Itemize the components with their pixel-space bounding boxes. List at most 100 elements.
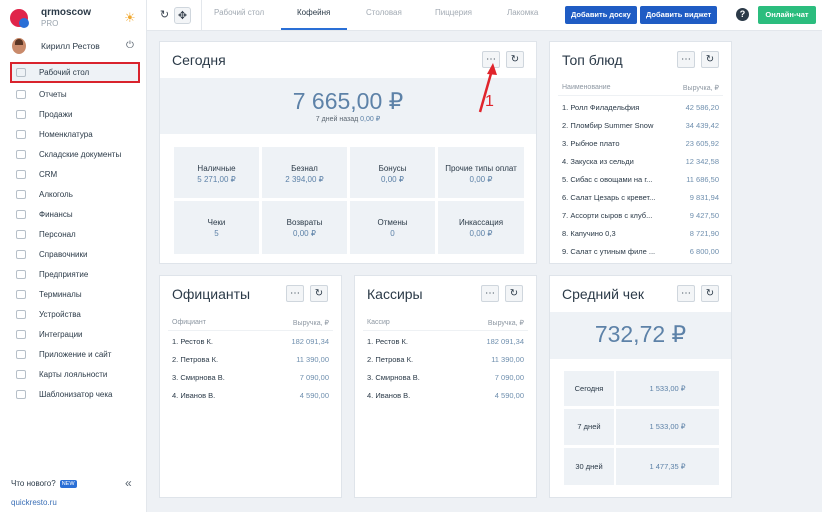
enterprise-icon: [16, 269, 26, 279]
widget-title: Средний чек: [562, 286, 645, 302]
dish-name: 7. Ассорти сыров с клуб...: [562, 211, 653, 220]
waiter-revenue: 11 390,00: [296, 355, 329, 364]
sidebar-item-terminals[interactable]: Терминалы: [10, 284, 140, 304]
average-check-widget: Средний чек ⋯ ↻ 732,72 ₽ Сегодня 1 533,0…: [549, 275, 732, 498]
devices-icon: [16, 309, 26, 319]
sidebar-item-devices[interactable]: Устройства: [10, 304, 140, 324]
add-board-button[interactable]: Добавить доску: [565, 6, 637, 24]
tab-pizzeria[interactable]: Пиццерия: [435, 8, 472, 17]
sidebar-item-crm[interactable]: CRM: [10, 164, 140, 184]
divider: [558, 95, 723, 96]
stat-label: Безнал: [291, 164, 318, 173]
user-name: Кирилл Рестов: [41, 41, 100, 51]
stat-value: 5 271,00 ₽: [197, 175, 236, 184]
waiter-revenue: 4 590,00: [299, 391, 329, 400]
cashiers-widget: Кассиры ⋯ ↻ Кассир Выручка, ₽ 1. Рестов …: [354, 275, 537, 498]
waiter-revenue: 7 090,00: [299, 373, 329, 382]
column-header-name: Наименование: [562, 84, 611, 91]
sidebar-item-desktop[interactable]: Рабочий стол: [10, 62, 140, 83]
tab-lakomka[interactable]: Лакомка: [507, 8, 539, 17]
dish-name: 9. Салат с утиным филе ...: [562, 247, 656, 256]
user-profile[interactable]: Кирилл Рестов ⏻: [10, 38, 140, 56]
sidebar-item-label: Отчеты: [39, 89, 67, 99]
sidebar-item-integrations[interactable]: Интеграции: [10, 324, 140, 344]
sidebar-item-label: Терминалы: [39, 289, 82, 299]
more-icon[interactable]: ⋯: [481, 285, 499, 302]
tab-desktop[interactable]: Рабочий стол: [214, 8, 265, 17]
sidebar-item-loyalty-cards[interactable]: Карты лояльности: [10, 364, 140, 384]
alcohol-icon: [16, 189, 26, 199]
warehouse-icon: [16, 149, 26, 159]
sidebar-item-label: CRM: [39, 169, 58, 179]
sidebar-item-warehouse-docs[interactable]: Складские документы: [10, 144, 140, 164]
sidebar-item-sales[interactable]: Продажи: [10, 104, 140, 124]
period-label: 7 дней: [564, 409, 614, 445]
annotation-arrow-icon: [478, 63, 497, 113]
sidebar-item-app-site[interactable]: Приложение и сайт: [10, 344, 140, 364]
stat-value: 0,00 ₽: [381, 175, 404, 184]
compare-value: 0,00 ₽: [360, 116, 381, 123]
cashier-name: 1. Рестов К.: [367, 337, 408, 346]
tab-canteen[interactable]: Столовая: [366, 8, 402, 17]
dish-revenue: 42 586,20: [685, 103, 719, 112]
stat-value: 5: [214, 229, 219, 238]
sun-icon[interactable]: ☀: [124, 10, 136, 25]
stat-other-payments: Прочие типы оплат 0,00 ₽: [438, 147, 524, 198]
sidebar-item-label: Рабочий стол: [39, 68, 90, 77]
sidebar-item-label: Предприятие: [39, 269, 89, 279]
stat-checks: Чеки 5: [174, 201, 259, 254]
waiter-revenue: 182 091,34: [291, 337, 329, 346]
help-icon[interactable]: ?: [736, 8, 749, 21]
move-icon[interactable]: ✥: [174, 7, 191, 24]
column-header-name: Кассир: [367, 319, 390, 326]
tab-coffee-shop[interactable]: Кофейня: [297, 8, 331, 17]
sidebar-item-label: Алкоголь: [39, 189, 73, 199]
today-summary: 7 665,00 ₽ 7 дней назад 0,00 ₽: [160, 78, 536, 134]
more-icon[interactable]: ⋯: [286, 285, 304, 302]
sidebar-item-receipt-templates[interactable]: Шаблонизатор чека: [10, 384, 140, 404]
sidebar-item-reports[interactable]: Отчеты: [10, 84, 140, 104]
sidebar-item-enterprise[interactable]: Предприятие: [10, 264, 140, 284]
logout-power-icon[interactable]: ⏻: [126, 40, 134, 51]
sidebar-item-nomenclature[interactable]: Номенклатура: [10, 124, 140, 144]
sidebar-item-directories[interactable]: Справочники: [10, 244, 140, 264]
more-icon[interactable]: ⋯: [677, 51, 695, 68]
refresh-icon[interactable]: ↻: [310, 285, 328, 302]
refresh-icon[interactable]: ↻: [701, 285, 719, 302]
stat-value: 2 394,00 ₽: [285, 175, 324, 184]
more-icon[interactable]: ⋯: [677, 285, 695, 302]
sidebar-item-alcohol[interactable]: Алкоголь: [10, 184, 140, 204]
average-check-summary: 732,72 ₽: [550, 312, 731, 359]
avatar: [12, 38, 26, 54]
collapse-sidebar-icon[interactable]: «: [125, 476, 132, 490]
online-chat-button[interactable]: Онлайн-чат: [758, 6, 816, 24]
cashier-revenue: 11 390,00: [491, 355, 524, 364]
today-compare: 7 дней назад 0,00 ₽: [160, 115, 536, 123]
finance-icon: [16, 209, 26, 219]
sidebar-item-label: Устройства: [39, 309, 81, 319]
refresh-icon[interactable]: ↻: [505, 285, 523, 302]
sidebar-nav: Рабочий стол Отчеты Продажи Номенклатура…: [10, 62, 140, 404]
dish-revenue: 34 439,42: [685, 121, 719, 130]
dish-revenue: 12 342,58: [685, 157, 719, 166]
integrations-icon: [16, 329, 26, 339]
sidebar-item-staff[interactable]: Персонал: [10, 224, 140, 244]
add-widget-button[interactable]: Добавить виджет: [640, 6, 718, 24]
cashier-revenue: 182 091,34: [486, 337, 524, 346]
sidebar-item-label: Персонал: [39, 229, 76, 239]
topbar: ↻ ✥ Рабочий стол Кофейня Столовая Пиццер…: [147, 0, 822, 31]
whats-new-link[interactable]: Что нового? NEW: [11, 479, 77, 488]
brand[interactable]: qrmoscow PRO ☀: [10, 6, 140, 30]
sidebar-item-label: Финансы: [39, 209, 73, 219]
refresh-icon[interactable]: ↻: [701, 51, 719, 68]
sidebar-item-label: Справочники: [39, 249, 88, 259]
stat-label: Возвраты: [286, 218, 323, 227]
stat-value: 0,00 ₽: [293, 229, 316, 238]
period-label: 30 дней: [564, 448, 614, 485]
sidebar-item-finance[interactable]: Финансы: [10, 204, 140, 224]
site-link[interactable]: quickresto.ru: [11, 498, 57, 507]
sync-icon[interactable]: ↻: [159, 9, 170, 21]
stat-bonuses: Бонусы 0,00 ₽: [350, 147, 435, 198]
refresh-icon[interactable]: ↻: [506, 51, 524, 68]
stat-label: Инкассация: [458, 218, 504, 227]
